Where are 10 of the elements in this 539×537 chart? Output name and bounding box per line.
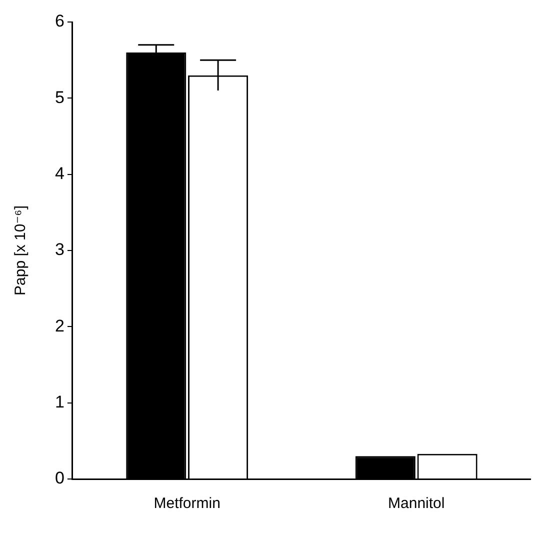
y-tick-label: 2 xyxy=(54,316,64,336)
y-tick-label: 5 xyxy=(54,88,64,107)
y-axis-title: Papp [x 10⁻⁶] xyxy=(12,206,30,296)
y-tick-label: 0 xyxy=(54,468,64,488)
x-tick-label: Metformin xyxy=(154,495,220,512)
y-tick-label: 6 xyxy=(54,12,64,31)
y-tick-label: 1 xyxy=(54,392,64,412)
y-tick-label: 4 xyxy=(54,164,64,184)
y-tick-label: 3 xyxy=(54,240,64,260)
x-tick-label: Mannitol xyxy=(388,495,445,512)
